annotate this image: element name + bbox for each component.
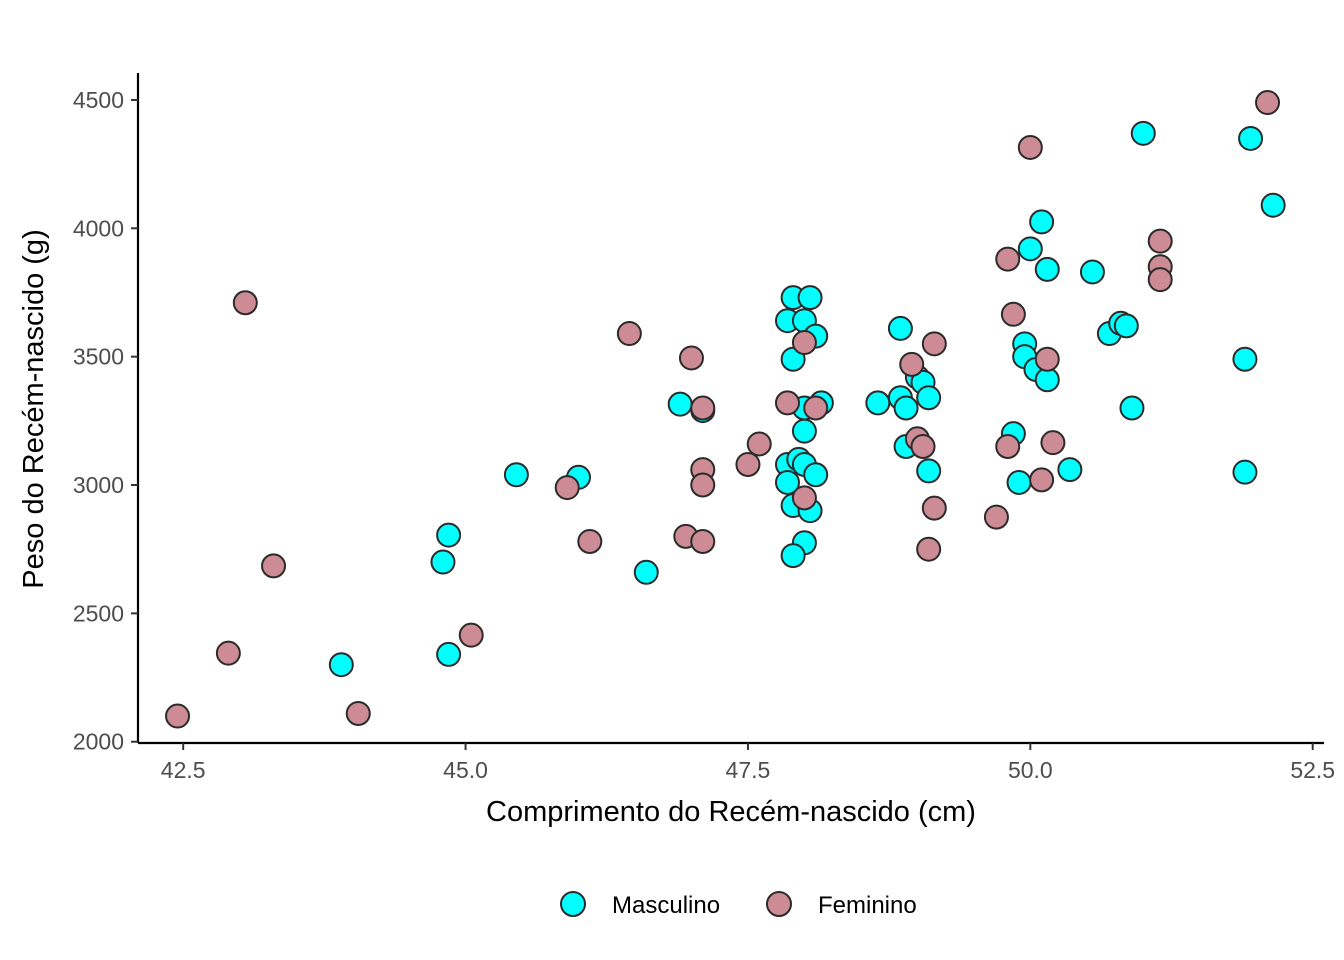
y-tick-label: 3000 <box>73 472 124 498</box>
point-masculino <box>1232 346 1258 372</box>
point-feminino <box>746 431 772 457</box>
point-masculino <box>780 543 806 569</box>
point-feminino <box>995 246 1021 272</box>
point-masculino <box>503 462 529 488</box>
x-tick-label: 52.5 <box>1290 757 1335 783</box>
x-tick-label: 47.5 <box>726 757 771 783</box>
x-axis-title: Comprimento do Recém-nascido (cm) <box>486 796 976 828</box>
point-feminino <box>791 485 817 511</box>
point-feminino <box>1147 267 1173 293</box>
point-feminino <box>345 700 371 726</box>
y-tick-label: 4500 <box>73 87 124 113</box>
legend-label-masculino: Masculino <box>612 892 720 919</box>
point-feminino <box>995 434 1021 460</box>
y-tick-label: 4000 <box>73 215 124 241</box>
legend-label-feminino: Feminino <box>818 892 917 919</box>
point-masculino <box>865 390 891 416</box>
point-feminino <box>921 495 947 521</box>
point-feminino <box>899 351 925 377</box>
point-feminino <box>1147 228 1173 254</box>
point-feminino <box>1029 467 1055 493</box>
point-feminino <box>791 330 817 356</box>
point-feminino <box>1000 301 1026 327</box>
point-masculino <box>1079 259 1105 285</box>
point-masculino <box>791 418 817 444</box>
point-feminino <box>232 290 258 316</box>
point-masculino <box>430 549 456 575</box>
point-masculino <box>916 458 942 484</box>
point-feminino <box>774 390 800 416</box>
point-feminino <box>261 553 287 579</box>
point-feminino <box>690 472 716 498</box>
x-tick-label: 42.5 <box>161 757 206 783</box>
x-axis-ticks: 42.5 45.0 47.5 50.0 52.5 <box>161 743 1335 783</box>
point-masculino <box>328 652 354 678</box>
point-feminino <box>983 504 1009 530</box>
legend-key-feminino <box>766 891 792 917</box>
point-masculino <box>436 641 462 667</box>
point-masculino <box>667 391 693 417</box>
point-masculino <box>893 395 919 421</box>
point-feminino <box>554 475 580 501</box>
point-feminino <box>215 640 241 666</box>
point-masculino <box>916 385 942 411</box>
point-masculino <box>1029 209 1055 235</box>
point-feminino <box>577 528 603 554</box>
point-masculino <box>1232 459 1258 485</box>
point-feminino <box>1255 90 1281 116</box>
point-masculino <box>436 522 462 548</box>
point-feminino <box>458 622 484 648</box>
y-axis-title: Peso do Recém-nascido (g) <box>18 229 50 588</box>
point-feminino <box>921 331 947 357</box>
point-masculino <box>887 315 913 341</box>
points-layer <box>165 90 1286 729</box>
point-feminino <box>165 703 191 729</box>
point-masculino <box>803 462 829 488</box>
point-feminino <box>690 395 716 421</box>
point-masculino <box>1006 469 1032 495</box>
point-masculino <box>1113 313 1139 339</box>
legend-key-masculino <box>560 891 586 917</box>
point-feminino <box>735 451 761 477</box>
point-feminino <box>678 345 704 371</box>
point-feminino <box>1017 134 1043 160</box>
point-masculino <box>774 469 800 495</box>
point-feminino <box>910 434 936 460</box>
y-tick-label: 2500 <box>73 600 124 626</box>
legend: Masculino Feminino <box>560 891 917 919</box>
point-masculino <box>1238 125 1264 151</box>
x-tick-label: 50.0 <box>1008 757 1053 783</box>
point-masculino <box>1260 192 1286 218</box>
point-masculino <box>633 559 659 585</box>
y-tick-label: 3500 <box>73 344 124 370</box>
point-masculino <box>1119 395 1145 421</box>
point-feminino <box>803 395 829 421</box>
point-masculino <box>1034 256 1060 282</box>
point-masculino <box>1057 457 1083 483</box>
x-tick-label: 45.0 <box>443 757 488 783</box>
point-masculino <box>1130 120 1156 146</box>
y-tick-label: 2000 <box>73 729 124 755</box>
y-axis-ticks: 2000 2500 3000 3500 4000 4500 <box>73 87 138 755</box>
point-feminino <box>916 536 942 562</box>
point-feminino <box>1034 346 1060 372</box>
point-masculino <box>1017 236 1043 262</box>
point-masculino <box>797 285 823 311</box>
point-feminino <box>616 321 642 347</box>
point-feminino <box>690 528 716 554</box>
point-feminino <box>1040 430 1066 456</box>
